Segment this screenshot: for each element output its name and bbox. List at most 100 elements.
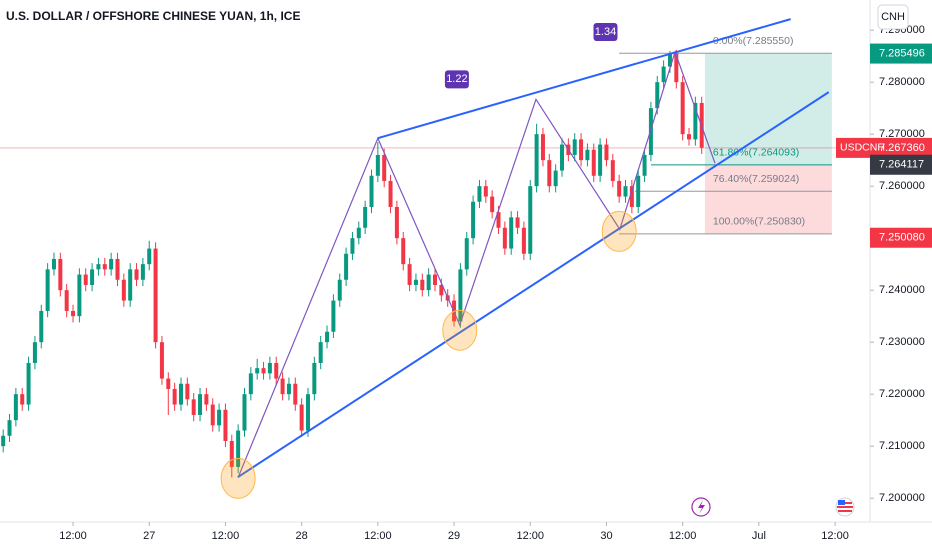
x-tick-label: Jul — [752, 530, 766, 542]
candle-body — [483, 186, 488, 197]
candle-body — [305, 394, 310, 431]
candle-body — [496, 212, 501, 228]
candle-body — [413, 279, 418, 285]
price-label: 7.285496 — [879, 47, 925, 59]
price-label: 7.264117 — [879, 159, 924, 171]
candle-body — [147, 248, 152, 265]
candle-body — [680, 82, 685, 135]
chart-title: U.S. DOLLAR / OFFSHORE CHINESE YUAN, 1h,… — [6, 9, 300, 23]
candle-body — [248, 373, 253, 395]
candle-body — [521, 227, 526, 254]
x-tick-label: 12:00 — [212, 530, 240, 542]
candle-body — [420, 279, 425, 291]
y-tick-label: 7.280000 — [879, 76, 925, 88]
candle-body — [553, 170, 558, 187]
candle-body — [585, 149, 590, 161]
ratio-box — [593, 23, 618, 41]
candle-body — [236, 430, 241, 467]
candle-body — [617, 180, 622, 197]
candle-body — [83, 274, 88, 285]
candle-body — [471, 201, 476, 239]
candle-body — [363, 206, 368, 228]
candle-body — [509, 217, 514, 249]
candle-body — [407, 264, 412, 285]
candle-body — [350, 238, 355, 254]
candle-body — [502, 227, 507, 249]
y-tick-label: 7.240000 — [879, 284, 925, 296]
candle-body — [337, 279, 342, 301]
candle-body — [693, 102, 698, 140]
candle-body — [604, 144, 609, 161]
candle-body — [223, 409, 228, 441]
candle-body — [667, 53, 672, 67]
currency-button[interactable] — [877, 4, 909, 30]
candle-body — [674, 53, 679, 83]
x-tick-label: 12:00 — [516, 530, 544, 542]
ratio-label: 1.22 — [446, 73, 467, 85]
candle-body — [344, 253, 349, 280]
price-label: 7.267360 — [879, 142, 925, 154]
candle-body — [32, 342, 37, 363]
y-tick-label: 7.220000 — [879, 388, 925, 400]
candle-body — [39, 310, 44, 343]
candle-body — [648, 108, 653, 155]
candle-body — [229, 440, 234, 467]
fib-label: 61.80%(7.264093) — [713, 147, 799, 159]
pivot-circle — [220, 457, 256, 499]
candle-body — [1, 435, 6, 447]
candle-body — [178, 383, 183, 405]
ratio-box — [444, 70, 469, 89]
candle-body — [204, 394, 209, 405]
candle-body — [369, 175, 374, 207]
candle-body — [572, 139, 577, 155]
fib-label: 0.00%(7.285550) — [713, 35, 794, 47]
candle-body — [210, 404, 215, 426]
candle-body — [629, 186, 634, 207]
candle-body — [325, 331, 330, 343]
candle-body — [159, 342, 164, 379]
y-tick-label: 7.200000 — [879, 492, 925, 504]
candle-body — [64, 290, 69, 311]
candle-body — [77, 274, 82, 317]
price-tag — [836, 137, 932, 158]
candle-body — [71, 310, 76, 317]
x-tick-label: 12:00 — [821, 530, 849, 542]
currency[interactable]: CNH — [881, 11, 905, 23]
trendline — [237, 91, 830, 478]
price-tag — [870, 43, 932, 64]
candle-body — [356, 227, 361, 239]
candle-body — [299, 404, 304, 431]
candle-body — [642, 154, 647, 176]
fib-label: 76.40%(7.259024) — [713, 173, 799, 185]
price-tag — [870, 154, 932, 175]
candle-body — [153, 248, 158, 343]
candle-body — [655, 82, 660, 109]
fib-zone-loss — [704, 164, 832, 234]
candle-body — [134, 269, 139, 280]
candle-body — [172, 388, 177, 405]
candle-body — [242, 394, 247, 431]
x-tick-label: 12:00 — [364, 530, 392, 542]
candle-body — [191, 399, 196, 415]
candle-body — [280, 378, 285, 395]
fib-zone-profit — [704, 53, 832, 165]
candle-body — [560, 144, 565, 171]
candle-body — [267, 362, 272, 374]
candle-body — [96, 264, 101, 270]
candle-body — [331, 300, 336, 332]
candle-body — [140, 264, 145, 280]
candle-body — [255, 368, 260, 374]
candle-body — [464, 238, 469, 270]
candle-body — [121, 279, 126, 301]
candle-body — [439, 284, 444, 296]
y-tick-label: 7.230000 — [879, 336, 925, 348]
candle-body — [534, 134, 539, 187]
event-icon-bolt — [698, 500, 705, 514]
pivot-circle — [601, 210, 637, 252]
candle-body — [458, 269, 463, 322]
candle-body — [26, 362, 31, 405]
candle-body — [540, 134, 545, 161]
candle-body — [115, 258, 120, 280]
